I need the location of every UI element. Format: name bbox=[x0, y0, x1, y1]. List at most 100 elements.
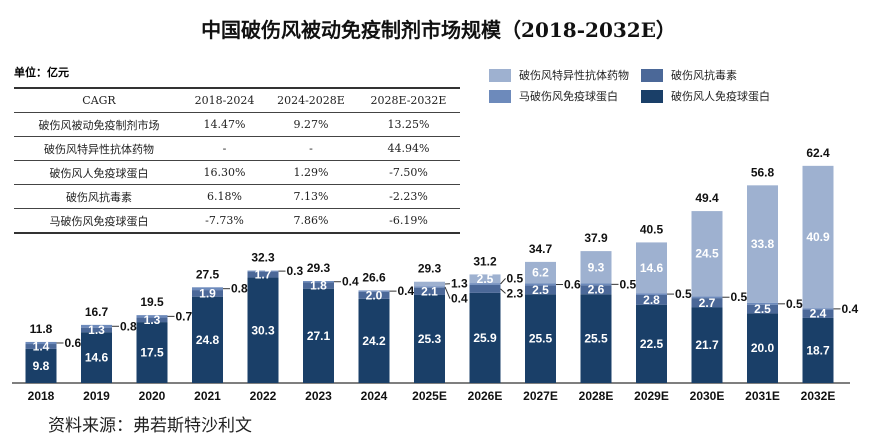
total-label: 19.5 bbox=[140, 295, 164, 309]
data-label: 25.5 bbox=[584, 332, 608, 346]
total-label: 16.7 bbox=[85, 305, 109, 319]
bar-segment bbox=[81, 327, 112, 333]
table-cell: 7.13% bbox=[265, 184, 357, 209]
table-row: 马破伤风免疫球蛋白 -7.73% 7.86% -6.19% bbox=[14, 208, 460, 234]
x-tick-label: 2026E bbox=[468, 389, 503, 403]
table-cell: - bbox=[265, 136, 357, 161]
table-cell: 2028E-2032E bbox=[356, 87, 460, 113]
table-cell: -6.19% bbox=[356, 208, 460, 234]
table-header-row: CAGR 2018-2024 2024-2028E 2028E-2032E bbox=[14, 87, 460, 113]
data-label: 21.7 bbox=[695, 338, 719, 352]
data-label: 25.9 bbox=[473, 331, 497, 345]
data-label: 9.3 bbox=[588, 260, 605, 274]
table-cell: CAGR bbox=[14, 87, 184, 113]
callout-line bbox=[500, 278, 506, 285]
data-label: 24.2 bbox=[362, 334, 386, 348]
bar-segment bbox=[247, 271, 279, 278]
bar-segment bbox=[802, 317, 834, 383]
total-label: 37.9 bbox=[584, 231, 608, 245]
bar-segment bbox=[580, 251, 612, 284]
table-cell: -7.50% bbox=[356, 160, 460, 185]
data-label: 2.4 bbox=[810, 307, 827, 321]
bar-segment bbox=[25, 348, 57, 383]
data-label: 0.5 bbox=[620, 277, 637, 291]
table-cell: -2.23% bbox=[356, 184, 460, 209]
table-cell: 13.25% bbox=[356, 112, 460, 137]
data-label: 0.3 bbox=[287, 264, 304, 278]
bar-segment bbox=[580, 294, 612, 383]
bar-segment bbox=[192, 290, 223, 297]
bar-segment bbox=[525, 261, 556, 284]
data-label: 40.9 bbox=[806, 230, 830, 244]
data-label: 20.0 bbox=[751, 341, 775, 355]
total-label: 62.4 bbox=[806, 146, 830, 160]
bar-segment bbox=[81, 324, 112, 328]
data-label: 1.4 bbox=[33, 339, 50, 353]
x-tick-label: 2023 bbox=[305, 389, 332, 403]
x-tick-label: 2032E bbox=[801, 389, 836, 403]
bar-segment bbox=[469, 283, 501, 285]
data-label: 1.7 bbox=[255, 268, 272, 282]
bar-segment bbox=[303, 288, 334, 383]
bar-segment bbox=[136, 322, 168, 383]
legend-label: 破伤风人免疫球蛋白 bbox=[671, 90, 770, 103]
data-label: 2.0 bbox=[366, 288, 383, 302]
table-cell: 14.47% bbox=[184, 112, 266, 137]
bar-segment bbox=[525, 283, 556, 286]
bar-segment bbox=[414, 286, 445, 288]
total-label: 27.5 bbox=[196, 267, 220, 281]
legend-label: 破伤风抗毒素 bbox=[671, 69, 737, 82]
total-label: 32.3 bbox=[251, 251, 275, 265]
bar-segment bbox=[247, 270, 279, 272]
data-label: 6.2 bbox=[532, 266, 549, 280]
table-cell: - bbox=[184, 136, 266, 161]
table-cell: 7.86% bbox=[265, 208, 357, 234]
data-label: 0.6 bbox=[65, 336, 82, 350]
bar-segment bbox=[691, 296, 723, 299]
data-label: 0.4 bbox=[451, 292, 468, 306]
legend-item: 马破伤风免疫球蛋白 bbox=[489, 88, 618, 104]
data-label: 0.4 bbox=[342, 275, 359, 289]
total-label: 29.3 bbox=[418, 262, 442, 276]
data-label: 2.7 bbox=[699, 296, 716, 310]
data-label: 22.5 bbox=[640, 337, 664, 351]
x-tick-label: 2029E bbox=[634, 389, 669, 403]
x-tick-label: 2025E bbox=[412, 389, 447, 403]
data-label: 0.7 bbox=[176, 309, 193, 323]
table-cell: 破伤风抗毒素 bbox=[14, 184, 184, 209]
data-label: 1.3 bbox=[88, 323, 105, 337]
callout-line bbox=[500, 288, 506, 294]
bar-segment bbox=[802, 165, 834, 309]
bar-segment bbox=[414, 294, 445, 383]
x-tick-label: 2020 bbox=[139, 389, 166, 403]
bar-segment bbox=[525, 294, 556, 383]
total-label: 11.8 bbox=[30, 322, 53, 336]
bar-segment bbox=[747, 302, 778, 305]
bar-segment bbox=[747, 185, 778, 303]
x-tick-label: 2019 bbox=[83, 389, 110, 403]
x-tick-label: 2018 bbox=[28, 389, 55, 403]
data-label: 0.4 bbox=[398, 284, 415, 298]
legend-label: 马破伤风免疫球蛋白 bbox=[519, 90, 618, 103]
data-label: 25.3 bbox=[418, 332, 442, 346]
bar-segment bbox=[747, 313, 778, 383]
bar-segment bbox=[303, 282, 334, 289]
data-label: 24.8 bbox=[196, 333, 220, 347]
bar-segment bbox=[636, 294, 667, 305]
x-tick-label: 2030E bbox=[690, 389, 725, 403]
bar-segment bbox=[747, 304, 778, 314]
bar-segment bbox=[358, 290, 390, 292]
table-cell: 16.30% bbox=[184, 160, 266, 185]
total-label: 34.7 bbox=[529, 242, 553, 256]
data-label: 24.5 bbox=[695, 247, 719, 261]
table-cell: 44.94% bbox=[356, 136, 460, 161]
bar-segment bbox=[469, 292, 501, 383]
bar-segment bbox=[580, 283, 612, 286]
data-label: 33.8 bbox=[751, 237, 775, 251]
bar-segment bbox=[25, 341, 57, 345]
table-row: 破伤风特异性抗体药物 - -44.94% bbox=[14, 136, 460, 161]
table-row: 破伤风被动免疫制剂市场 14.47% 9.27% 13.25% bbox=[14, 112, 460, 137]
chart-title: 中国破伤风被动免疫制剂市场规模（2018-2032E） bbox=[201, 18, 676, 42]
data-label: 18.7 bbox=[806, 343, 830, 357]
